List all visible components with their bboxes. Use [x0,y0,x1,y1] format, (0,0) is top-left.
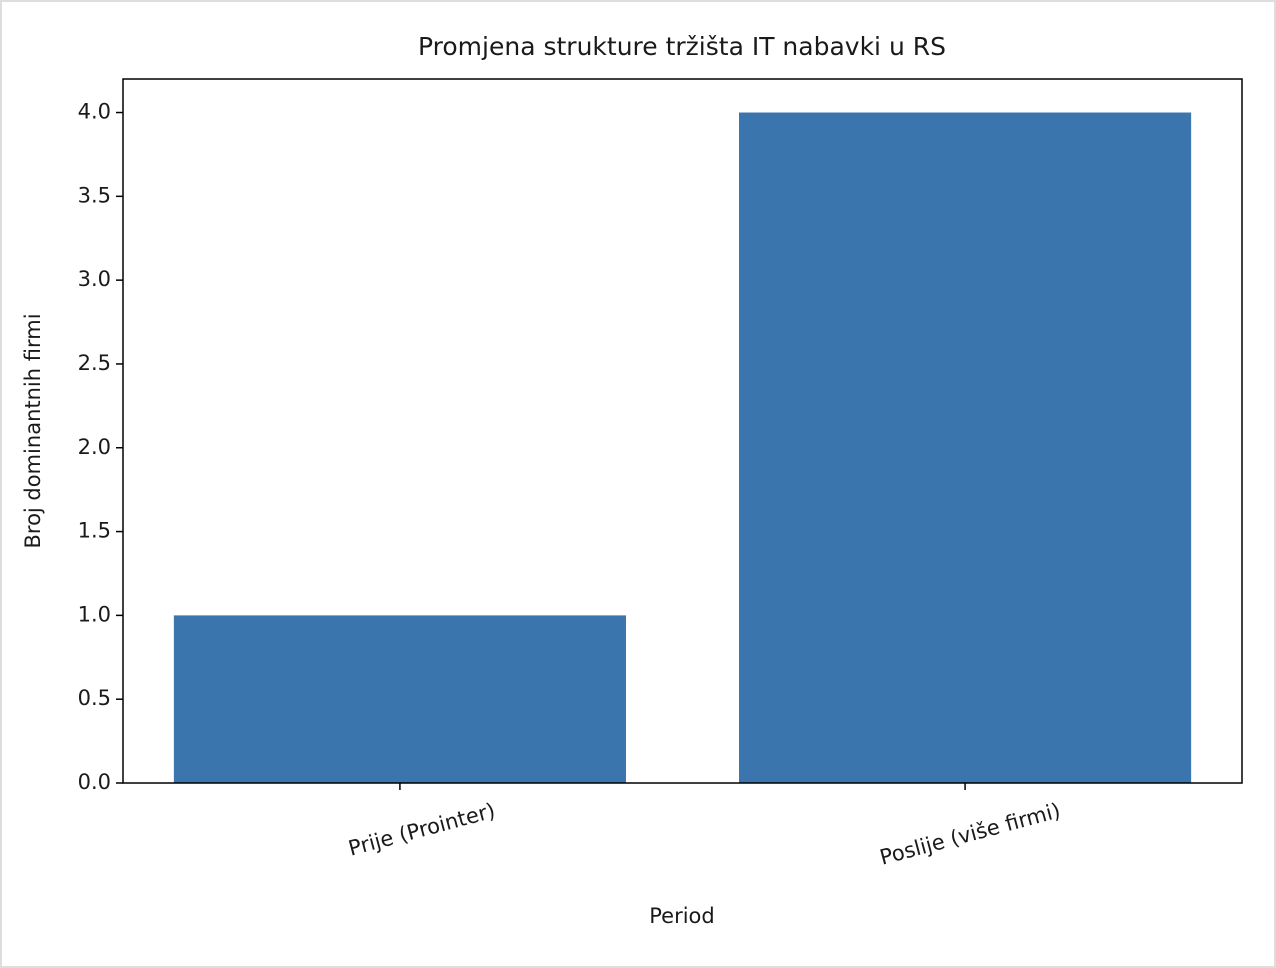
x-axis-label: Period [649,904,714,928]
plot-frame [122,78,1243,784]
y-axis-label: Broj dominantnih firmi [21,313,45,548]
bar [739,112,1192,784]
y-tick-label: 4.0 [78,100,111,124]
y-tick-label: 3.0 [78,267,111,291]
y-tick-label: 2.5 [78,351,111,375]
y-tick-label: 0.0 [78,770,111,794]
y-tick-label: 3.5 [78,183,111,207]
y-tick-label: 0.5 [78,686,111,710]
chart-title: Promjena strukture tržišta IT nabavki u … [418,32,946,61]
bar [173,615,626,783]
y-tick-label: 1.0 [78,602,111,626]
y-tick-label: 1.5 [78,519,111,543]
y-tick-label: 2.0 [78,435,111,459]
